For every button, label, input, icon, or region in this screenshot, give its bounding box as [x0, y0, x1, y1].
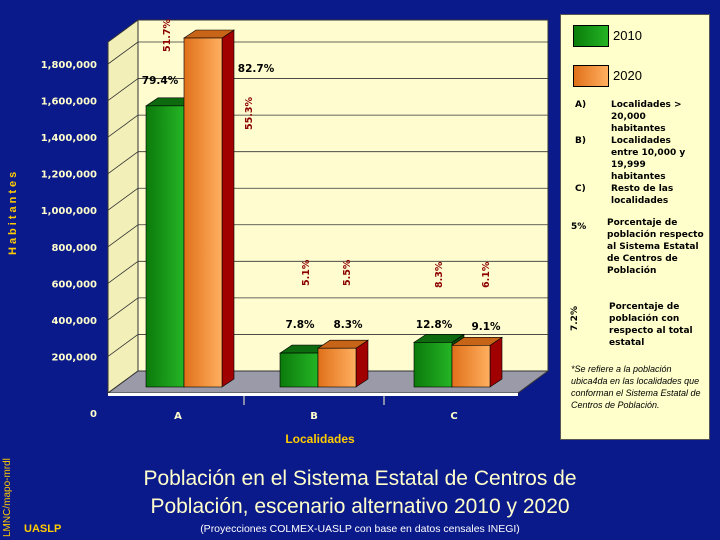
pct-label-A-2010: 79.4% — [142, 75, 179, 87]
credit-text: LMNC/mapo-mrdl — [2, 458, 13, 537]
pct-label-C-2020: 9.1% — [471, 321, 501, 333]
gridline-side — [107, 151, 139, 174]
gridline-side — [107, 297, 139, 321]
chart-title-line-2: Población, escenario alternativo 2010 y … — [150, 495, 570, 518]
gridline-side — [107, 187, 139, 211]
gridline-side — [107, 261, 139, 284]
rot-label-C-2020: 6.1% — [481, 261, 492, 288]
gridline-side — [107, 334, 139, 357]
y-tick-label: 1,600,000 — [41, 97, 97, 108]
legend-label-2010: 2010 — [613, 28, 642, 43]
y-axis-label: Habitantes — [7, 168, 19, 255]
bar-A-2020 — [183, 37, 223, 388]
x-tick-label: A — [174, 411, 182, 422]
y-tick-label: 800,000 — [51, 243, 97, 254]
bar-side-C-2020 — [489, 336, 503, 388]
legend-text-a: Localidades > 20,000 habitantes — [611, 100, 682, 134]
bar-side-A-2020 — [221, 29, 235, 388]
pct-label-A-2020: 82.7% — [238, 63, 275, 75]
x-tick-label: C — [450, 411, 457, 422]
bar-B-2010 — [279, 352, 319, 388]
rot-label-B-2010: 5.1% — [301, 259, 312, 286]
legend-panel: 2010 2020 A) Localidades > 20,000 habita… — [560, 14, 710, 440]
y-tick-label: 1,000,000 — [41, 206, 97, 217]
y-tick-label: 1,200,000 — [41, 170, 97, 181]
bar-A-2010 — [145, 105, 185, 388]
legend-swatch-2020 — [573, 65, 609, 87]
pct-label-C-2010: 12.8% — [416, 319, 453, 331]
legend-rot-text: Porcentaje de población con respecto al … — [609, 302, 693, 348]
y-tick-label: 1,800,000 — [41, 60, 97, 71]
rot-label-C-2010: 8.3% — [434, 261, 445, 288]
plot-base — [108, 393, 518, 396]
chart-subtitle: (Proyecciones COLMEX-UASLP con base en d… — [200, 523, 520, 535]
y-tick-label: 600,000 — [51, 279, 97, 290]
pct-label-B-2010: 7.8% — [285, 319, 315, 331]
bar-B-2020 — [317, 347, 357, 388]
pct-label-B-2020: 8.3% — [333, 319, 363, 331]
chart-title-line-1: Población en el Sistema Estatal de Centr… — [143, 467, 577, 490]
bar-C-2020 — [451, 345, 491, 388]
gridline-side — [107, 224, 139, 248]
y-tick-label: 400,000 — [51, 316, 97, 327]
gridline-side — [107, 114, 139, 138]
legend-pct-key: 5% — [571, 222, 587, 232]
legend-label-2020: 2020 — [613, 68, 642, 83]
y-tick-label: 1,400,000 — [41, 133, 97, 144]
bar-C-2010 — [413, 342, 453, 388]
x-tick-label: B — [310, 411, 318, 422]
gridline-side — [107, 78, 139, 101]
x-axis-label: Localidades — [285, 432, 355, 446]
y-tick-label: 200,000 — [51, 352, 97, 363]
org-label: UASLP — [24, 523, 62, 535]
rot-label-A-2020: 55.3% — [244, 97, 255, 130]
legend-pct-text: Porcentaje de población respecto al Sist… — [607, 218, 704, 276]
gridline-side — [107, 41, 139, 65]
y-tick-label: 0 — [90, 409, 97, 420]
legend-text-b: Localidades entre 10,000 y 19,999 habita… — [611, 136, 686, 182]
legend-key-a: A) — [575, 100, 587, 110]
rot-label-B-2020: 5.5% — [342, 259, 353, 286]
legend-note: *Se refiere a la población ubica4da en l… — [571, 364, 701, 410]
rot-label-A-2010: 51.7% — [162, 19, 173, 52]
legend-rot-key: 7.2% — [570, 306, 580, 331]
legend-swatch-2010 — [573, 25, 609, 47]
legend-text-c: Resto de las localidades — [611, 184, 674, 206]
legend-key-b: B) — [575, 136, 586, 146]
legend-key-c: C) — [575, 184, 586, 194]
